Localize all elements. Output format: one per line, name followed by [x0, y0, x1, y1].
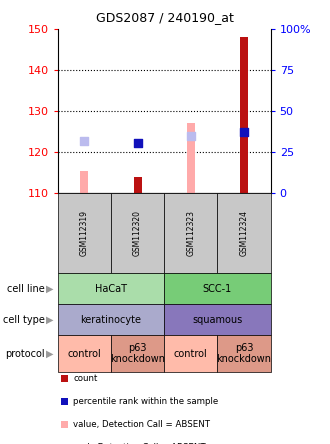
- Text: cell type: cell type: [3, 315, 45, 325]
- Point: [135, 139, 140, 146]
- Text: value, Detection Call = ABSENT: value, Detection Call = ABSENT: [73, 420, 210, 429]
- Text: keratinocyte: keratinocyte: [81, 315, 142, 325]
- Text: ▶: ▶: [46, 315, 53, 325]
- Text: protocol: protocol: [5, 349, 45, 359]
- Text: GSM112319: GSM112319: [80, 210, 89, 256]
- Bar: [187, 123, 195, 193]
- Text: ▶: ▶: [46, 349, 53, 359]
- Text: SCC-1: SCC-1: [203, 284, 232, 293]
- Text: p63
knockdown: p63 knockdown: [216, 343, 272, 365]
- Text: control: control: [174, 349, 208, 359]
- Text: GSM112323: GSM112323: [186, 210, 195, 256]
- Text: GDS2087 / 240190_at: GDS2087 / 240190_at: [96, 11, 234, 24]
- Bar: [134, 177, 142, 193]
- Text: p63
knockdown: p63 knockdown: [110, 343, 165, 365]
- Text: GSM112320: GSM112320: [133, 210, 142, 256]
- Text: percentile rank within the sample: percentile rank within the sample: [73, 397, 218, 406]
- Bar: [240, 37, 248, 193]
- Text: count: count: [73, 374, 98, 383]
- Text: squamous: squamous: [192, 315, 243, 325]
- Text: control: control: [67, 349, 101, 359]
- Point: [241, 129, 247, 136]
- Point: [188, 133, 193, 140]
- Text: rank, Detection Call = ABSENT: rank, Detection Call = ABSENT: [73, 443, 206, 444]
- Text: GSM112324: GSM112324: [240, 210, 248, 256]
- Bar: [81, 170, 88, 193]
- Text: cell line: cell line: [7, 284, 45, 293]
- Text: ▶: ▶: [46, 284, 53, 293]
- Text: HaCaT: HaCaT: [95, 284, 127, 293]
- Point: [82, 137, 87, 144]
